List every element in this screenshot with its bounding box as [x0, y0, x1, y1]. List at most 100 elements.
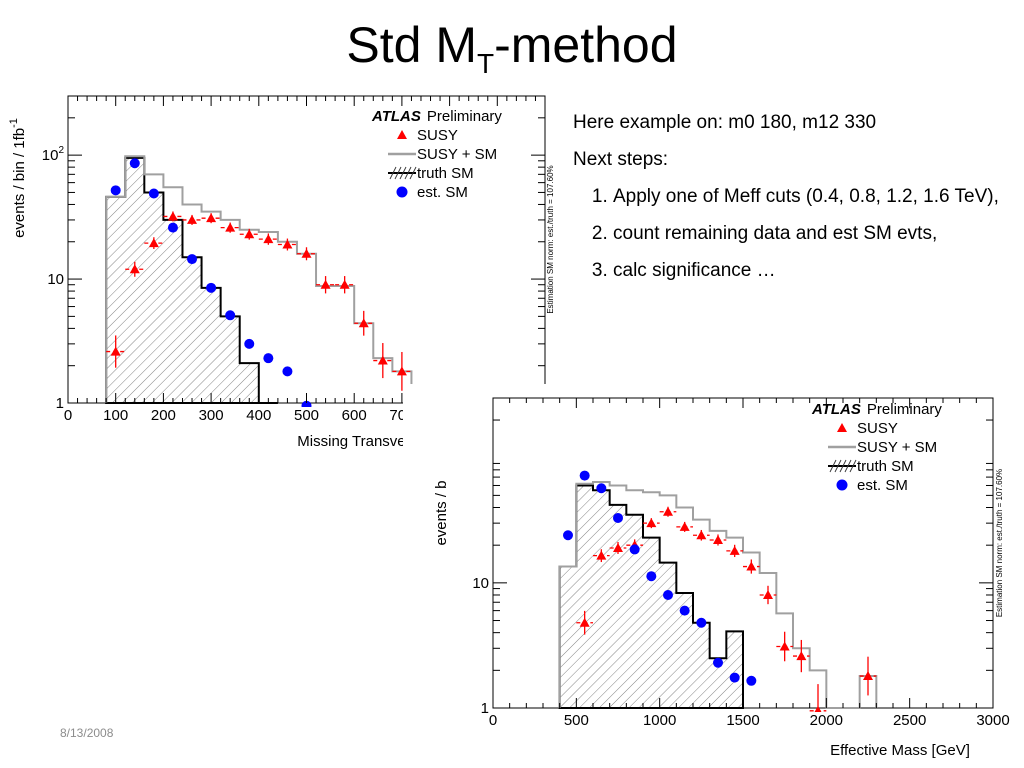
x-tick-label: 2000: [810, 712, 843, 729]
legend-truth-hatch: [409, 166, 417, 180]
est-point: [729, 672, 740, 683]
legend-entry-label: truth SM: [857, 458, 914, 475]
susy-point: [613, 542, 623, 552]
susy-point: [679, 521, 690, 531]
x-tick-label: 600: [342, 407, 367, 424]
est-point: [263, 353, 274, 364]
legend-susy-marker: [837, 423, 847, 432]
legend-truth-hatch: [834, 459, 842, 473]
x-tick-label: 3000: [976, 712, 1009, 729]
susy-point: [596, 550, 607, 560]
y-tick-label: 102: [42, 145, 65, 164]
est-point: [663, 589, 673, 600]
susy-point: [339, 279, 350, 289]
y-tick-label: 1: [56, 395, 64, 412]
est-point: [746, 675, 757, 686]
legend-entry-label: SUSY: [417, 127, 458, 144]
est-point: [679, 605, 690, 616]
est-point: [225, 310, 236, 321]
est-point: [563, 530, 573, 541]
slide-title: Std MT-method: [346, 17, 678, 79]
x-tick-label: 300: [199, 407, 224, 424]
x-tick-label: 2500: [893, 712, 926, 729]
est-point: [596, 483, 607, 494]
susy-point: [696, 530, 707, 540]
susy-point: [110, 346, 121, 356]
step-item: calc significance …: [613, 260, 1013, 282]
x-tick-label: 500: [294, 407, 319, 424]
x-tick-label: 0: [64, 407, 72, 424]
legend-truth-hatch: [844, 459, 852, 473]
susy-point: [129, 264, 140, 274]
susy-point: [763, 589, 773, 599]
susy-point: [663, 506, 673, 516]
susy-point: [225, 222, 236, 232]
susy-point: [779, 641, 790, 651]
x-tick-label: 1000: [643, 712, 676, 729]
susy-point: [377, 355, 388, 365]
legend-truth-hatch: [394, 166, 402, 180]
est-point: [613, 512, 623, 523]
est-point: [148, 188, 159, 199]
est-point: [629, 544, 640, 555]
legend-atlas-label: ATLAS Preliminary: [811, 401, 942, 418]
susy-point: [187, 214, 198, 224]
est-point: [244, 338, 255, 349]
legend-entry-label: est. SM: [417, 184, 468, 201]
susy-point: [301, 248, 312, 258]
susy-point: [320, 279, 331, 289]
truth-sm-histogram: [558, 484, 744, 709]
legend-susy-marker: [397, 130, 407, 139]
susy-point: [863, 671, 873, 681]
est-point: [301, 400, 312, 407]
legend-entry-label: SUSY + SM: [857, 439, 937, 456]
norm-annotation: Estimation SM norm: est./truth = 107.60%: [995, 469, 1004, 617]
est-point: [713, 657, 723, 668]
y-axis-label: events / bin / 1fb-1: [8, 118, 28, 238]
legend-truth-hatch: [399, 166, 407, 180]
y-tick-label: 10: [472, 575, 489, 592]
est-point: [579, 470, 590, 481]
legend-truth-hatch: [849, 459, 857, 473]
legend-entry-label: SUSY: [857, 420, 898, 437]
x-tick-label: 0: [489, 712, 497, 729]
est-point: [282, 366, 293, 377]
susy-point: [282, 239, 293, 249]
legend-truth-hatch: [389, 166, 397, 180]
est-point: [646, 571, 657, 582]
norm-annotation: Estimation SM norm: est./truth = 107.60%: [546, 165, 555, 313]
susy-point: [396, 366, 407, 376]
susy-point: [167, 211, 178, 221]
legend-est-marker: [836, 479, 848, 491]
susy-point: [746, 561, 757, 571]
step-item: Apply one of Meff cuts (0.4, 0.8, 1.2, 1…: [613, 186, 1013, 208]
est-point: [696, 617, 707, 628]
plot-area: [105, 155, 413, 407]
legend-truth-hatch: [404, 166, 412, 180]
est-point: [206, 282, 217, 293]
x-tick-label: 100: [103, 407, 128, 424]
susy-sm-histogram: [558, 480, 878, 709]
x-tick-label: 500: [564, 712, 589, 729]
step-item: count remaining data and est SM evts,: [613, 223, 1013, 245]
est-point: [187, 254, 198, 265]
notes-line-next-steps: Next steps:: [573, 149, 669, 170]
y-tick-label: 10: [47, 271, 64, 288]
plot-area: [558, 470, 878, 712]
steps-list: Apply one of Meff cuts (0.4, 0.8, 1.2, 1…: [573, 186, 1013, 282]
susy-point: [814, 705, 822, 712]
est-point: [167, 222, 178, 233]
susy-point: [263, 234, 274, 244]
susy-point: [713, 535, 723, 545]
legend-entry-label: truth SM: [417, 165, 474, 182]
legend-truth-hatch: [839, 459, 847, 473]
susy-point: [244, 229, 255, 239]
legend-entry-label: est. SM: [857, 477, 908, 494]
susy-point: [358, 318, 369, 328]
susy-sm-histogram: [105, 155, 413, 403]
legend-atlas-label: ATLAS Preliminary: [371, 108, 502, 125]
susy-point: [796, 651, 807, 661]
x-tick-label: 200: [151, 407, 176, 424]
legend-est-marker: [396, 186, 408, 198]
